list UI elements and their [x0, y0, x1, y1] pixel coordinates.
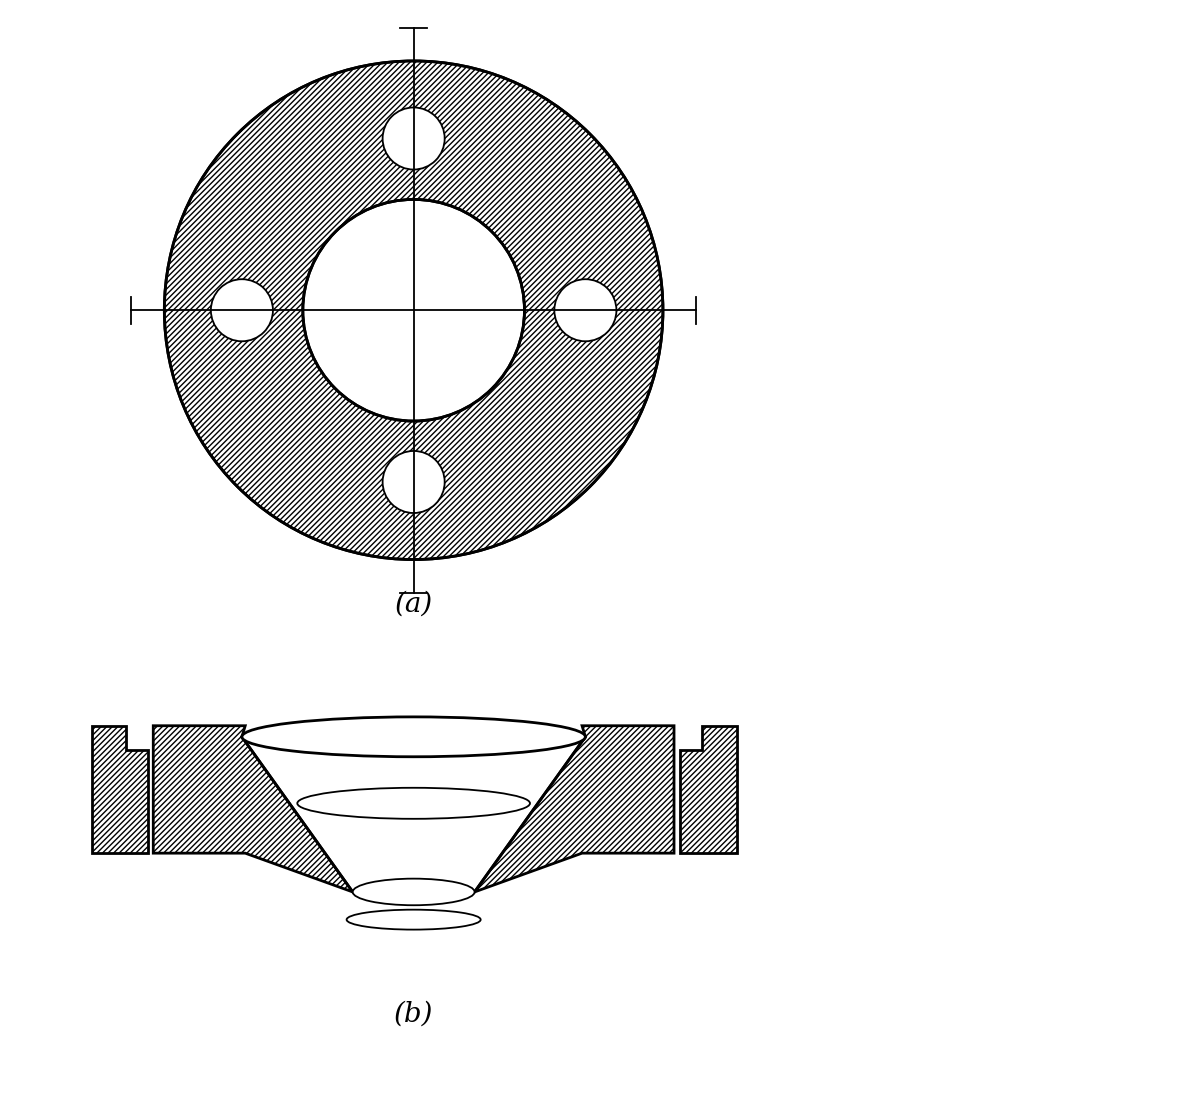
- Circle shape: [554, 279, 616, 341]
- Ellipse shape: [242, 717, 585, 757]
- Ellipse shape: [347, 910, 480, 930]
- Text: (a): (a): [395, 591, 432, 617]
- Polygon shape: [93, 726, 148, 853]
- Ellipse shape: [297, 788, 530, 819]
- Circle shape: [164, 61, 663, 560]
- Circle shape: [303, 199, 525, 421]
- Circle shape: [383, 451, 444, 513]
- Polygon shape: [474, 726, 674, 892]
- Circle shape: [554, 279, 616, 341]
- Polygon shape: [153, 726, 353, 892]
- Ellipse shape: [353, 879, 474, 905]
- Polygon shape: [679, 726, 737, 853]
- Circle shape: [383, 107, 444, 170]
- Circle shape: [383, 107, 444, 170]
- Circle shape: [211, 279, 273, 341]
- Text: (b): (b): [394, 1001, 433, 1027]
- Circle shape: [383, 451, 444, 513]
- Circle shape: [211, 279, 273, 341]
